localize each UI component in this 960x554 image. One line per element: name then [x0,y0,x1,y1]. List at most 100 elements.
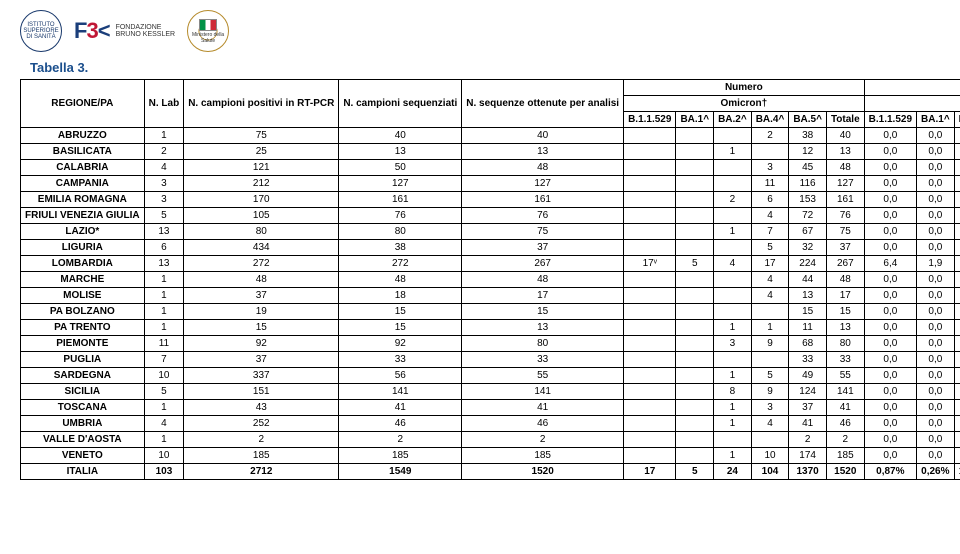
cell-p_1: 1,9 [917,256,955,272]
cell-n_b [624,368,676,384]
cell-n_4: 5 [751,368,789,384]
cell-n_4: 4 [751,208,789,224]
cell-p_1: 0,0 [917,432,955,448]
cell-n_1 [676,416,714,432]
cell-nanal: 13 [462,320,624,336]
cell-nseq: 1549 [339,464,462,480]
cell-nlab: 1 [144,128,184,144]
cell-n_t: 15 [826,304,864,320]
cell-npos: 19 [184,304,339,320]
table-row: FRIULI VENEZIA GIULIA51057676472760,00,0… [21,208,960,224]
table-body: ABRUZZO1754040238400,00,00,05,095,0100,0… [21,128,960,480]
cell-p_b: 0,87% [864,464,916,480]
cell-p_b: 0,0 [864,336,916,352]
cell-n_b [624,416,676,432]
cell-p_b: 0,0 [864,272,916,288]
cell-n_4: 9 [751,384,789,400]
cell-n_t: 37 [826,240,864,256]
cell-n_5: 72 [789,208,827,224]
table-row: EMILIA ROMAGNA3170161161261531610,00,01,… [21,192,960,208]
cell-p_2: 5,7 [954,384,960,400]
cell-p_1: 0,0 [917,240,955,256]
cell-n_t: 185 [826,448,864,464]
cell-npos: 37 [184,352,339,368]
cell-n_2: 1 [714,144,752,160]
cell-p_1: 0,0 [917,208,955,224]
cell-npos: 105 [184,208,339,224]
cell-p_b: 0,0 [864,176,916,192]
cell-region: VENETO [21,448,145,464]
table-row: LIGURIA64343837532370,00,00,013,586,5100… [21,240,960,256]
cell-nanal: 13 [462,144,624,160]
cell-n_4: 4 [751,272,789,288]
cell-p_1: 0,0 [917,336,955,352]
cell-n_5: 116 [789,176,827,192]
cell-npos: 2712 [184,464,339,480]
cell-p_b: 6,4 [864,256,916,272]
cell-n_4 [751,352,789,368]
cell-n_2: 1 [714,224,752,240]
cell-n_2: 8 [714,384,752,400]
cell-n_1 [676,224,714,240]
cell-p_2: 7,7 [954,320,960,336]
cell-n_2 [714,176,752,192]
cell-n_b [624,224,676,240]
cell-n_5: 68 [789,336,827,352]
cell-nseq: 38 [339,240,462,256]
cell-n_t: 13 [826,320,864,336]
cell-n_b [624,400,676,416]
cell-p_b: 0,0 [864,384,916,400]
cell-nseq: 56 [339,368,462,384]
cell-p_1: 0,26% [917,464,955,480]
cell-p_b: 0,0 [864,288,916,304]
cell-nlab: 7 [144,352,184,368]
cell-n_b [624,352,676,368]
table-head: REGIONE/PA N. Lab N. campioni positivi i… [21,80,960,128]
cell-npos: 272 [184,256,339,272]
cell-p_b: 0,0 [864,224,916,240]
cell-p_2: 3,8 [954,336,960,352]
cell-region: PIEMONTE [21,336,145,352]
cell-region: VALLE D'AOSTA [21,432,145,448]
cell-nlab: 3 [144,192,184,208]
cell-n_5: 1370 [789,464,827,480]
cell-n_t: 127 [826,176,864,192]
cell-n_5: 174 [789,448,827,464]
cell-n_2 [714,288,752,304]
cell-n_4: 2 [751,128,789,144]
cell-p_1: 0,0 [917,272,955,288]
table-row: VALLE D'AOSTA1222220,00,00,00,0100,0100,… [21,432,960,448]
cell-n_5: 224 [789,256,827,272]
cell-nseq: 13 [339,144,462,160]
cell-n_2: 24 [714,464,752,480]
cell-n_2 [714,128,752,144]
cell-npos: 43 [184,400,339,416]
cell-nanal: 75 [462,224,624,240]
cell-npos: 25 [184,144,339,160]
th-n-4: BA.4^ [751,112,789,128]
cell-n_1 [676,432,714,448]
cell-p_2: 1,5 [954,256,960,272]
cell-nseq: 161 [339,192,462,208]
cell-n_1 [676,400,714,416]
th-p-b: B.1.1.529 [864,112,916,128]
cell-nanal: 41 [462,400,624,416]
th-nlab: N. Lab [144,80,184,128]
cell-p_b: 0,0 [864,448,916,464]
cell-n_5: 33 [789,352,827,368]
table-row: PUGLIA737333333330,00,00,00,0100,0100,0 [21,352,960,368]
cell-p_2: 0,0 [954,208,960,224]
cell-npos: 92 [184,336,339,352]
cell-npos: 37 [184,288,339,304]
table-row: SARDEGNA1033756551549550,00,01,89,189,11… [21,368,960,384]
cell-n_t: 13 [826,144,864,160]
logo-iss: ISTITUTO SUPERIORE DI SANITÀ [20,10,62,52]
cell-p_b: 0,0 [864,160,916,176]
cell-n_5: 37 [789,400,827,416]
cell-npos: 185 [184,448,339,464]
fbk-line1: FONDAZIONE [116,24,176,31]
cell-region: MARCHE [21,272,145,288]
cell-nlab: 10 [144,448,184,464]
th-n-5: BA.5^ [789,112,827,128]
cell-nseq: 40 [339,128,462,144]
